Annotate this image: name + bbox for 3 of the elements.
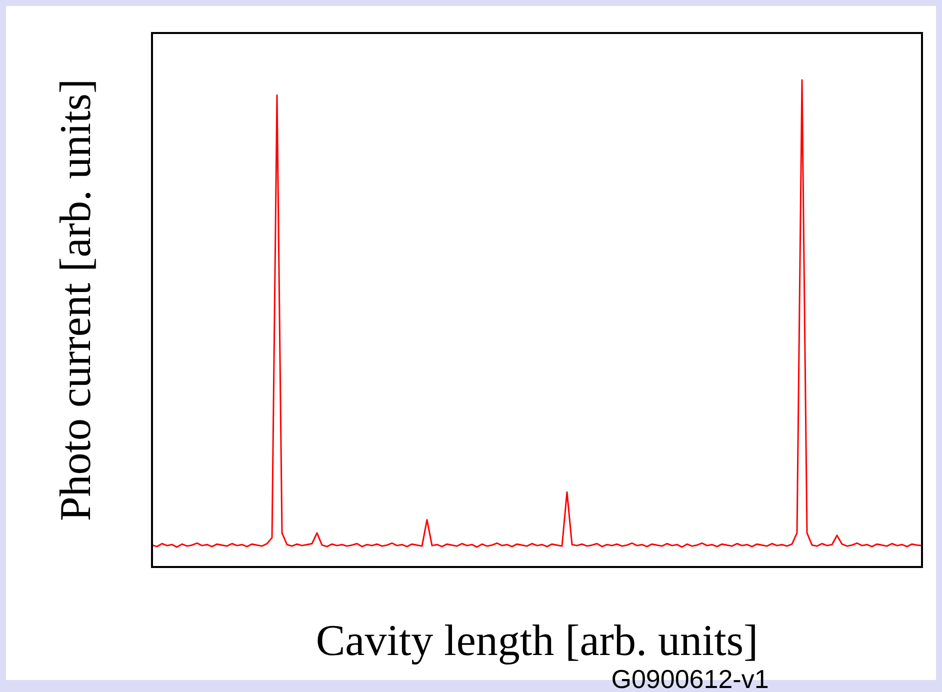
y-axis-title: Photo current [arb. units]	[51, 78, 100, 522]
text: G0900612-v1	[611, 664, 769, 692]
x-axis-title: Cavity length [arb. units]	[316, 616, 758, 665]
